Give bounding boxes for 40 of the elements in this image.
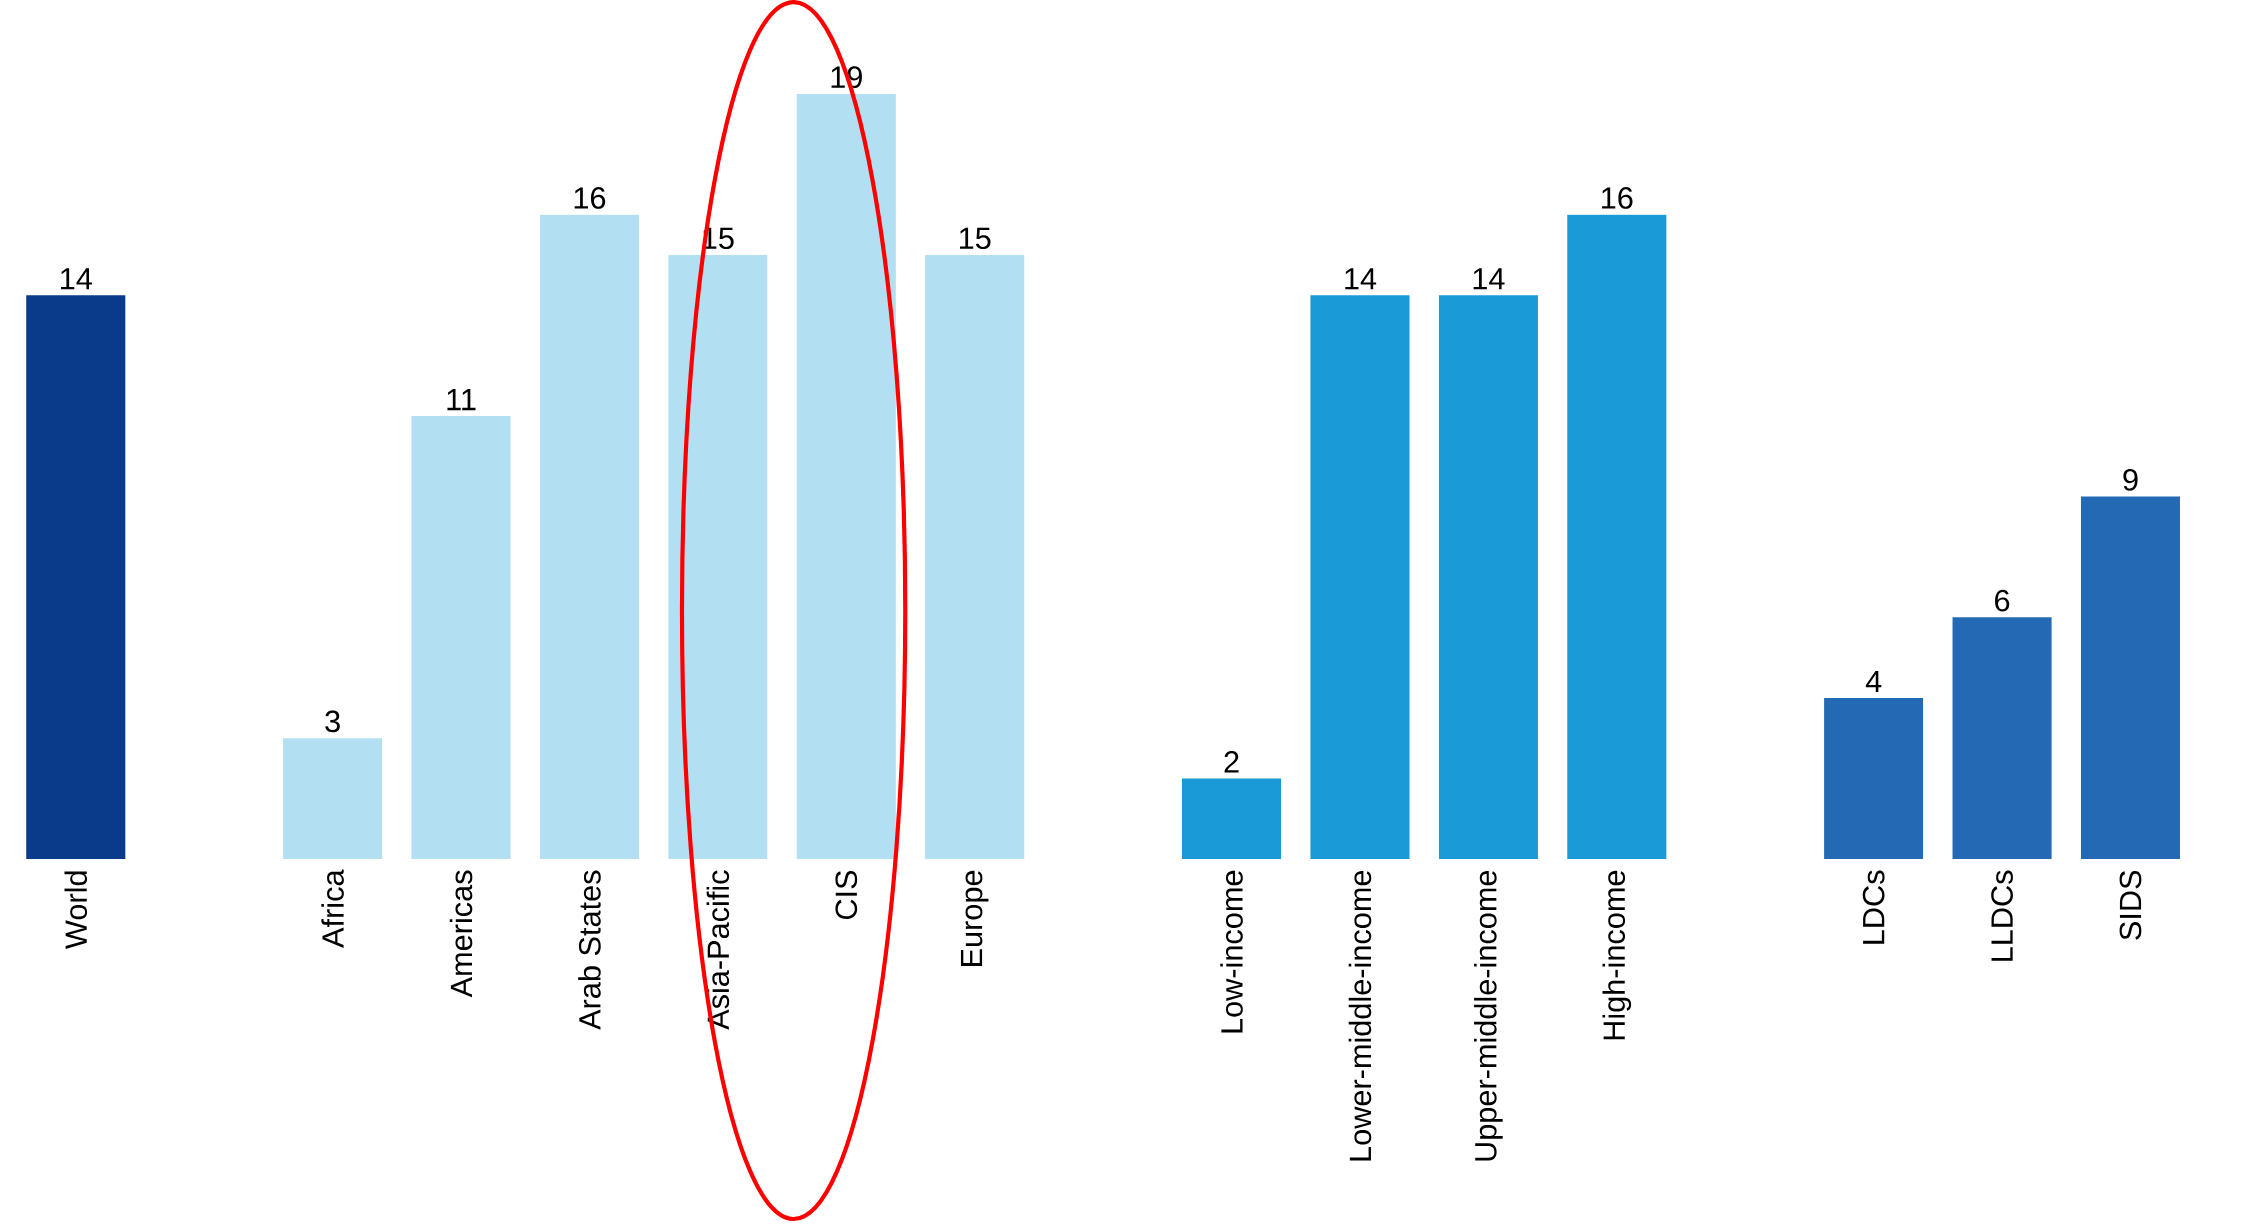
x-tick-label: Upper-middle-income [1474,871,1503,1161]
bar [411,416,511,860]
bar [26,295,126,860]
bar [925,255,1025,860]
bar [1182,778,1282,860]
data-label: 15 [959,227,991,250]
data-label: 9 [2123,469,2138,491]
data-label: 3 [325,710,340,733]
bar [796,94,896,860]
data-label: 16 [1602,187,1633,209]
x-tick-label: World [64,871,88,950]
x-tick-label: LLDCs [1991,870,2013,961]
bar [1567,214,1667,860]
x-tick-label: CIS [835,871,858,920]
x-tick-label: Americas [449,870,473,998]
data-label: 4 [1865,671,1882,693]
data-label: 16 [574,187,606,209]
x-tick-label: Africa [321,869,344,948]
bar [283,738,383,860]
x-tick-label: High-income [1602,870,1632,1040]
data-label: 2 [1224,751,1239,773]
x-tick-label: Arab States [578,870,601,1030]
bar [2080,496,2181,860]
data-label: 11 [447,389,476,411]
data-label: 14 [1473,268,1505,290]
data-label: 14 [61,268,92,290]
x-tick-label: Asia-Pacific [706,870,730,1030]
x-tick-label: Europe [960,870,989,967]
x-tick-label: Lower-middle-income [1348,871,1372,1161]
x-tick-label: LDCs [1862,870,1885,944]
data-label: 6 [1995,589,2010,612]
bar [539,214,639,860]
bar [668,255,768,860]
bar [1952,617,2052,860]
x-tick-label: SIDS [2119,871,2142,940]
x-tick-label: Low-income [1220,870,1243,1033]
bar [1438,295,1538,860]
data-label: 14 [1345,268,1377,290]
bar [1824,698,1924,860]
bar [1310,295,1410,860]
